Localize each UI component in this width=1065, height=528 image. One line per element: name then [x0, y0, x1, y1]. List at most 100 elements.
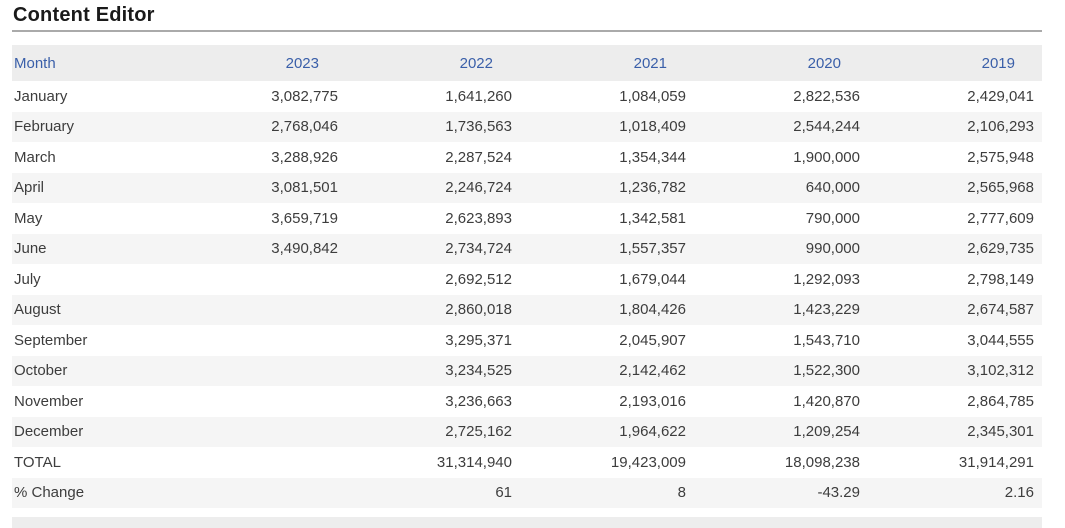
title-divider [12, 30, 1042, 32]
cell-value: 18,098,238 [784, 453, 860, 471]
cell-value: 990,000 [805, 240, 860, 258]
cell-value: 2,565,968 [967, 179, 1034, 197]
cell-value: 1,679,044 [619, 270, 686, 288]
table-row-september: September 3,295,371 2,045,907 1,543,710 3,04… [12, 325, 1042, 356]
cell-value: 3,044,555 [967, 331, 1034, 349]
header-row: Month 2023 2022 2021 2020 2019 [12, 45, 1042, 81]
cell-value: 3,236,663 [445, 392, 512, 410]
table-row-april: April 3,081,501 2,246,724 1,236,782 640,000 2… [12, 172, 1042, 203]
cell-value: 1,354,344 [619, 148, 686, 166]
cell-value: 2,798,149 [967, 270, 1034, 288]
cell-value: 1,557,357 [619, 240, 686, 258]
cell-value [172, 447, 346, 478]
cell-value: 790,000 [805, 209, 860, 227]
cell-value: 3,082,775 [271, 87, 338, 105]
cell-value: 1,900,000 [793, 148, 860, 166]
cell-value: 2,725,162 [445, 423, 512, 441]
cell-value: 1,342,581 [619, 209, 686, 227]
table-row-march: March 3,288,926 2,287,524 1,354,344 1,900,00… [12, 142, 1042, 173]
row-label: November [14, 392, 84, 410]
cell-value: 1,804,426 [619, 301, 686, 319]
page-title: Content Editor [13, 4, 155, 26]
table-row-december: December 2,725,162 1,964,622 1,209,254 2,345… [12, 416, 1042, 448]
cell-value: 1,420,870 [793, 392, 860, 410]
cell-value [172, 295, 346, 326]
cell-value: 1,964,622 [619, 423, 686, 441]
cell-value: 2,142,462 [619, 362, 686, 380]
table-row-august: August 2,860,018 1,804,426 1,423,229 2,674,5… [12, 294, 1042, 326]
cell-value: 2,674,587 [967, 301, 1034, 319]
cell-value: 2,345,301 [967, 423, 1034, 441]
cell-value: 2,822,536 [793, 87, 860, 105]
cell-value: 2,246,724 [445, 179, 512, 197]
column-header-month[interactable]: Month [14, 54, 56, 72]
cell-value: 2,734,724 [445, 240, 512, 258]
cell-value: 1,423,229 [793, 301, 860, 319]
cell-value: 1,292,093 [793, 270, 860, 288]
cell-value: 2,575,948 [967, 148, 1034, 166]
cell-value: 8 [677, 484, 686, 502]
monthly-stats-table: Month 2023 2022 2021 2020 2019 January 3,082,7… [12, 45, 1042, 508]
next-table-header-partial [12, 517, 1042, 528]
column-header-2022[interactable]: 2022 [459, 54, 493, 72]
cell-value [172, 386, 346, 417]
row-label: March [14, 148, 56, 166]
cell-value: 2,287,524 [445, 148, 512, 166]
cell-value: 3,490,842 [271, 240, 338, 258]
cell-value [172, 325, 346, 356]
cell-value [172, 478, 346, 509]
row-label: TOTAL [14, 453, 61, 471]
row-label: October [14, 362, 68, 380]
cell-value: 2,692,512 [445, 270, 512, 288]
row-label: July [14, 270, 41, 288]
cell-value: 1,736,563 [445, 118, 512, 136]
cell-value: 1,543,710 [793, 331, 860, 349]
row-label: June [14, 240, 47, 258]
table-row-july: July 2,692,512 1,679,044 1,292,093 2,798,149 [12, 264, 1042, 295]
row-label: December [14, 423, 84, 441]
row-label: February [14, 118, 75, 136]
row-label: September [14, 331, 88, 349]
cell-value: 2,193,016 [619, 392, 686, 410]
cell-value [172, 417, 346, 448]
cell-value: 3,102,312 [967, 362, 1034, 380]
column-header-2020[interactable]: 2020 [807, 54, 841, 72]
cell-value: 2,864,785 [967, 392, 1034, 410]
cell-value: 3,288,926 [271, 148, 338, 166]
table-row-october: October 3,234,525 2,142,462 1,522,300 3,102,… [12, 355, 1042, 387]
cell-value: 3,234,525 [445, 362, 512, 380]
cell-value: 61 [495, 484, 512, 502]
table-row-january: January 3,082,775 1,641,260 1,084,059 2,822,… [12, 81, 1042, 112]
cell-value: 2,768,046 [271, 118, 338, 136]
cell-value: 1,084,059 [619, 87, 686, 105]
cell-value: -43.29 [817, 484, 860, 502]
cell-value: 2,429,041 [967, 87, 1034, 105]
cell-value: 2,544,244 [793, 118, 860, 136]
row-label: % Change [14, 484, 85, 502]
cell-value: 2,860,018 [445, 301, 512, 319]
cell-value [172, 264, 346, 295]
row-label: May [14, 209, 43, 227]
column-header-2021[interactable]: 2021 [633, 54, 667, 72]
column-header-2019[interactable]: 2019 [981, 54, 1015, 72]
table-row-total: TOTAL 31,314,940 19,423,009 18,098,238 31,91… [12, 447, 1042, 478]
cell-value [172, 356, 346, 387]
row-label: August [14, 301, 61, 319]
cell-value: 3,295,371 [445, 331, 512, 349]
cell-value: 1,236,782 [619, 179, 686, 197]
cell-value: 3,659,719 [271, 209, 338, 227]
cell-value: 640,000 [805, 179, 860, 197]
cell-value: 1,018,409 [619, 118, 686, 136]
cell-value: 2.16 [1004, 484, 1034, 502]
table-row--change: % Change 61 8 -43.29 2.16 [12, 477, 1042, 509]
table-row-november: November 3,236,663 2,193,016 1,420,870 2,864… [12, 386, 1042, 417]
cell-value: 2,629,735 [967, 240, 1034, 258]
cell-value: 31,914,291 [958, 453, 1034, 471]
cell-value: 2,045,907 [619, 331, 686, 349]
cell-value: 2,777,609 [967, 209, 1034, 227]
row-label: April [14, 179, 45, 197]
column-header-2023[interactable]: 2023 [285, 54, 319, 72]
table-body: January 3,082,775 1,641,260 1,084,059 2,822,… [12, 81, 1042, 508]
row-label: January [14, 87, 68, 105]
